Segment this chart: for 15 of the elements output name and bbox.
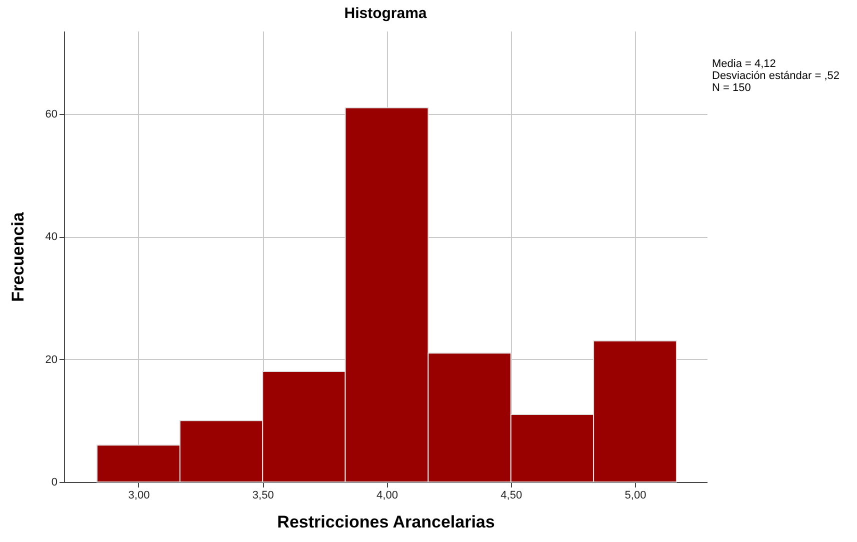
text: Media = 4,12: [712, 58, 777, 70]
text: N = 150: [712, 82, 752, 94]
text: Desviación estándar = ,52: [712, 70, 840, 82]
x-tick-label: 5,00: [624, 490, 646, 502]
y-tick-label: 20: [45, 354, 58, 366]
y-tick-label: 60: [45, 108, 58, 120]
x-tick-label: 4,00: [376, 490, 398, 502]
y-tick-label: 0: [51, 476, 58, 488]
x-axis-title: Restricciones Arancelarias: [277, 512, 495, 532]
y-axis-title: Frecuencia: [8, 212, 28, 302]
chart-title: Histograma: [344, 5, 428, 22]
x-tick-label: 3,00: [128, 490, 150, 502]
x-tick-label: 3,50: [252, 490, 274, 502]
x-tick-label: 4,50: [500, 490, 522, 502]
y-tick-label: 40: [45, 231, 58, 244]
